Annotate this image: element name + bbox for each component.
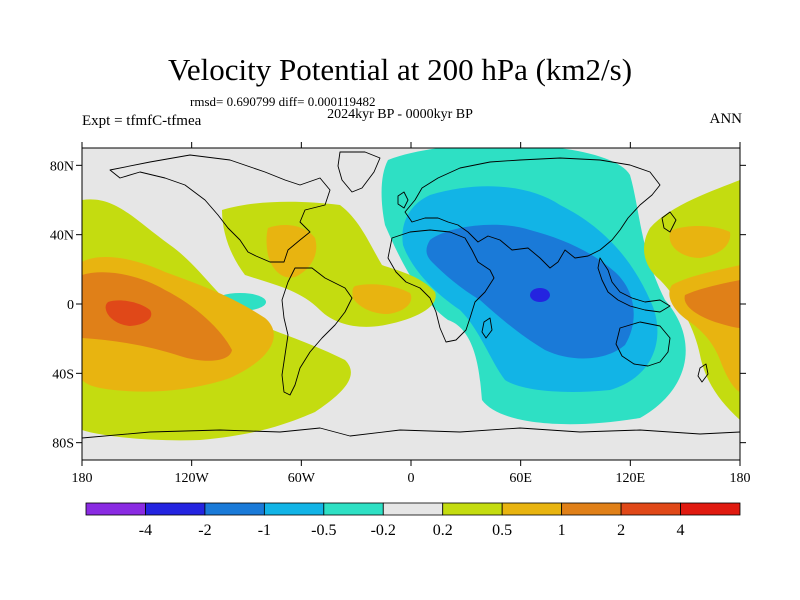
coastline-uk [397,191,409,209]
colorbar-swatch [204,502,265,516]
colorbar-swatch [620,502,681,516]
season-label: ANN [709,111,743,127]
colorbar-swatch [145,502,206,516]
rmsd-diff-stats: rmsd= 0.690799 diff= 0.000119482 [190,94,376,109]
lat-tick-label: 80S [52,437,74,452]
positive-region-east-pacific-l3 [82,272,232,361]
lat-tick-label: 40N [50,229,74,244]
colorbar-label: -4 [139,522,152,539]
positive-region-west-pacific-l2-north [669,226,731,258]
colorbar-swatch [442,502,503,516]
chart-title: Velocity Potential at 200 hPa (km2/s) [167,52,633,87]
coastline-south-america [281,267,353,396]
positive-region-west-pacific-l3 [684,280,740,328]
lat-tick-label: 40S [52,367,74,382]
colorbar-label: 4 [677,522,685,539]
colorbar-label: -0.5 [311,522,336,539]
lon-tick-label: 0 [408,471,415,486]
positive-region-east-pacific-l4 [105,300,152,326]
period-subtitle: 2024kyr BP - 0000kyr BP [327,107,473,122]
negative-region-l3 [426,224,634,359]
colorbar-label: -0.2 [371,522,396,539]
colorbar-swatch [263,502,325,516]
colorbar: -4 -2 -1 -0.5 -0.2 0.2 0.5 1 2 4 [85,502,741,539]
colorbar-swatch [680,502,741,516]
coastline-japan [661,211,677,233]
coastline-greenland [337,151,381,193]
coastline-madagascar [481,317,493,339]
colorbar-swatch [382,502,444,516]
colorbar-swatch [561,502,622,516]
colorbar-label: 0.2 [433,522,453,539]
coastline-africa [387,229,495,343]
coastline-australia [615,321,671,367]
coastline-antarctica [82,427,740,439]
positive-region-atlantic-l2 [352,284,412,314]
positive-region-caribbean-l2 [266,225,317,278]
lat-tick-label: 0 [67,298,74,313]
lon-tick-label: 120E [616,471,646,486]
lon-tick-label: 120W [175,471,210,486]
lon-tick-label: 180 [730,471,751,486]
lon-tick-label: 60E [509,471,532,486]
colorbar-swatch [501,502,563,516]
coastline-new-zealand [697,363,709,383]
colorbar-label: 2 [617,522,625,539]
lat-tick-label: 80N [50,159,74,174]
axis-ticks: 80N 40N 0 40S 80S 180 120W 60W 0 60E 120E 180 [50,142,751,486]
colorbar-label: 1 [558,522,566,539]
coastline-southeast-asia [597,257,671,313]
coastline-north-america [109,154,331,263]
coastline-eurasia [404,157,661,269]
colorbar-label: -1 [258,522,271,539]
experiment-label: Expt = tfmfC-tfmea [82,113,202,129]
colorbar-label: -2 [198,522,211,539]
colorbar-swatch [323,502,384,516]
colorbar-swatch [85,502,146,516]
colorbar-label: 0.5 [492,522,512,539]
negative-region-l4 [530,288,550,302]
coastlines [82,151,740,439]
lon-tick-label: 180 [72,471,93,486]
lon-tick-label: 60W [288,471,316,486]
map-plot-area [82,148,740,460]
